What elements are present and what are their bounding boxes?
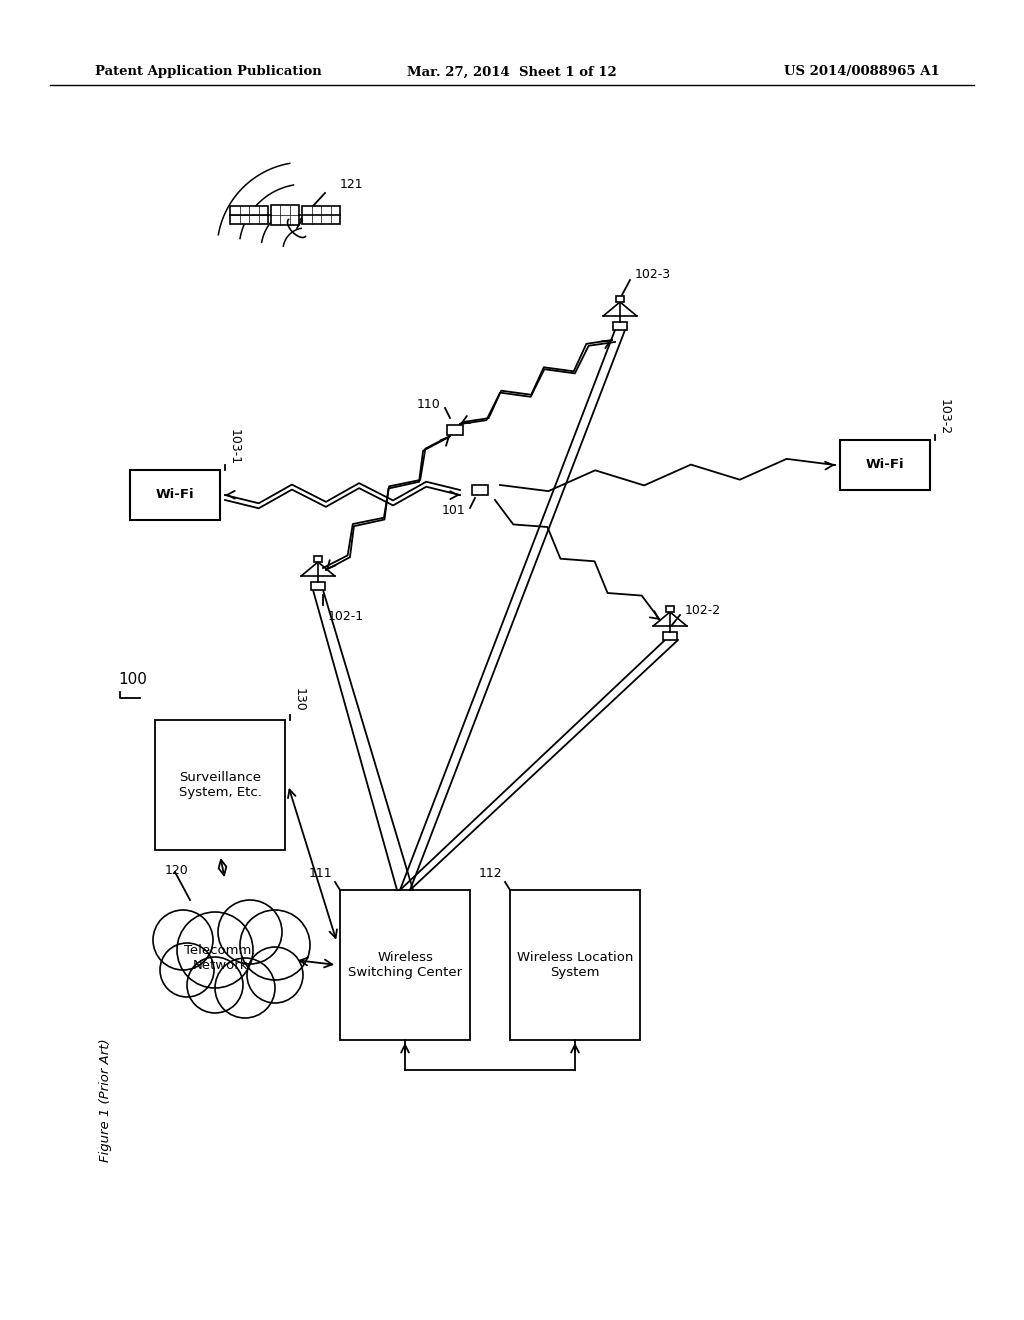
Bar — [615, 297, 625, 302]
Text: US 2014/0088965 A1: US 2014/0088965 A1 — [784, 66, 940, 78]
Bar — [313, 557, 323, 562]
Text: 102-3: 102-3 — [635, 268, 671, 281]
Text: Figure 1 (Prior Art): Figure 1 (Prior Art) — [98, 1039, 112, 1162]
Text: Wireless
Switching Center: Wireless Switching Center — [348, 950, 462, 979]
Text: 102-1: 102-1 — [328, 610, 365, 623]
Text: 102-2: 102-2 — [685, 603, 721, 616]
Bar — [663, 631, 677, 640]
Text: 112: 112 — [478, 867, 502, 880]
Text: 101: 101 — [441, 503, 465, 516]
Circle shape — [153, 909, 213, 970]
Bar — [613, 322, 627, 330]
Bar — [311, 582, 325, 590]
Text: Patent Application Publication: Patent Application Publication — [95, 66, 322, 78]
Text: 130: 130 — [293, 688, 306, 711]
Bar — [230, 206, 268, 224]
Text: 110: 110 — [416, 399, 440, 412]
Text: Telecomm.
Network: Telecomm. Network — [184, 944, 256, 972]
Bar — [155, 719, 285, 850]
Text: 103-2: 103-2 — [938, 399, 951, 436]
Text: 121: 121 — [340, 178, 364, 191]
Circle shape — [187, 957, 243, 1012]
Bar — [302, 206, 340, 224]
Text: 103-1: 103-1 — [228, 429, 241, 465]
Text: 120: 120 — [165, 863, 188, 876]
Circle shape — [160, 942, 214, 997]
Bar — [130, 470, 220, 520]
Text: Surveillance
System, Etc.: Surveillance System, Etc. — [178, 771, 261, 799]
Text: 100: 100 — [118, 672, 146, 688]
Circle shape — [218, 900, 282, 964]
Bar — [447, 425, 463, 436]
Text: Wi-Fi: Wi-Fi — [156, 488, 195, 502]
Bar — [666, 606, 674, 612]
Text: Wireless Location
System: Wireless Location System — [517, 950, 633, 979]
Bar — [472, 484, 487, 495]
Bar — [340, 890, 470, 1040]
Bar — [840, 440, 930, 490]
Circle shape — [240, 909, 310, 979]
Bar — [510, 890, 640, 1040]
Bar — [271, 205, 299, 224]
Circle shape — [177, 912, 253, 987]
Text: 111: 111 — [308, 867, 332, 880]
Circle shape — [215, 958, 275, 1018]
Circle shape — [247, 946, 303, 1003]
Text: Mar. 27, 2014  Sheet 1 of 12: Mar. 27, 2014 Sheet 1 of 12 — [408, 66, 616, 78]
Text: Wi-Fi: Wi-Fi — [865, 458, 904, 471]
